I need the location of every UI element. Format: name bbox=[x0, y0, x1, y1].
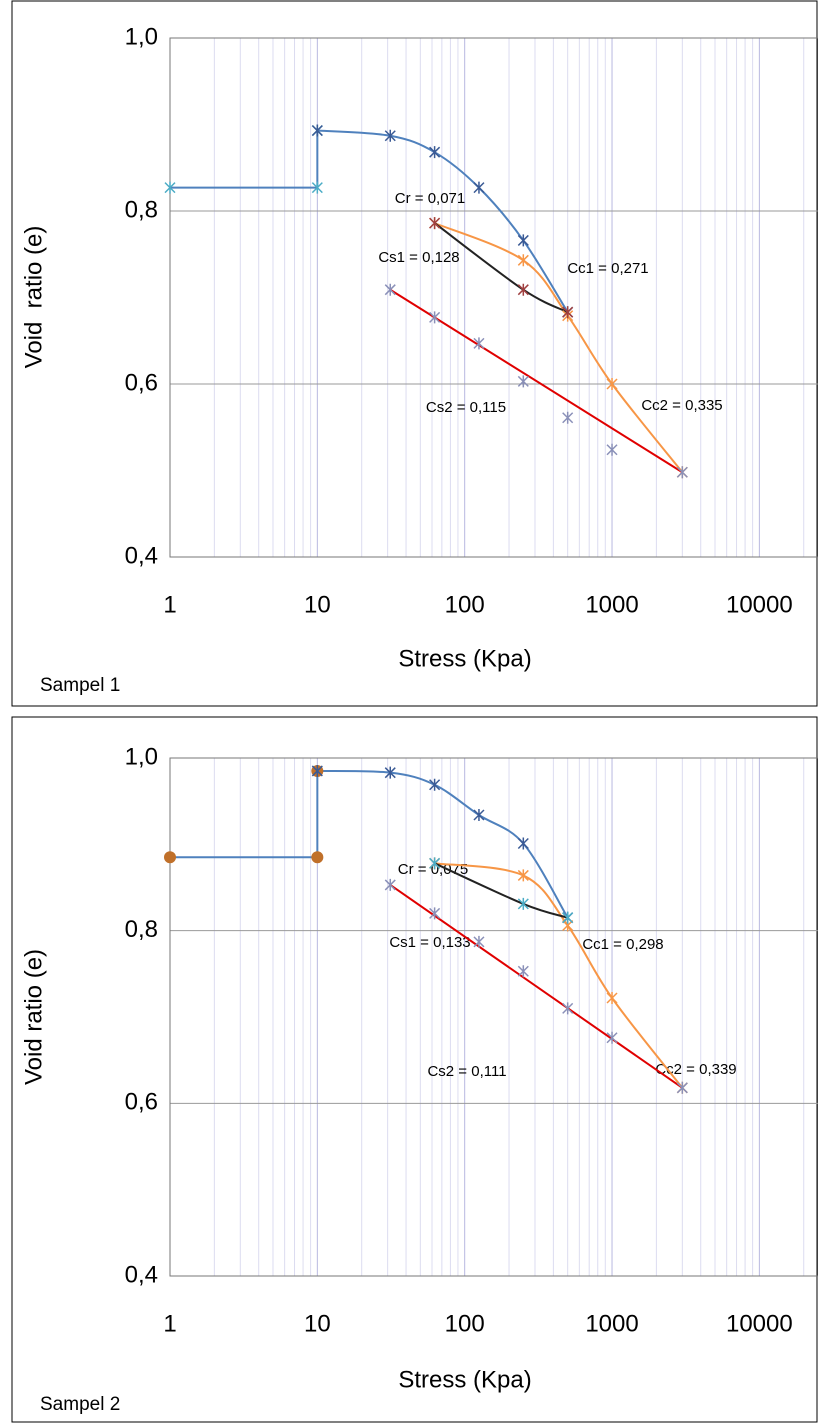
marker bbox=[562, 911, 574, 924]
annotation: Cr = 0,071 bbox=[395, 190, 465, 207]
marker bbox=[517, 234, 529, 247]
x-tick-label: 1 bbox=[163, 1310, 176, 1337]
y-tick-label: 0,6 bbox=[125, 369, 158, 396]
caption: Sampel 2 bbox=[40, 1394, 120, 1415]
marker bbox=[606, 992, 618, 1005]
marker bbox=[429, 857, 441, 870]
frame bbox=[11, 716, 818, 1423]
x-axis-title: Stress (Kpa) bbox=[398, 1366, 531, 1393]
marker bbox=[606, 1031, 618, 1044]
x-tick-label: 100 bbox=[445, 1310, 485, 1337]
marker bbox=[562, 1002, 574, 1015]
marker bbox=[311, 851, 324, 864]
annotation: Cc2 = 0,335 bbox=[641, 397, 722, 414]
marker bbox=[517, 965, 529, 978]
marker bbox=[429, 907, 441, 920]
marker bbox=[517, 254, 529, 267]
marker bbox=[429, 778, 441, 791]
plot-border bbox=[169, 37, 818, 558]
x-tick-label: 10000 bbox=[726, 1310, 793, 1337]
marker bbox=[517, 869, 529, 882]
marker bbox=[517, 375, 529, 388]
annotation: Cr = 0,075 bbox=[398, 861, 468, 878]
annotation: Cs1 = 0,133 bbox=[389, 934, 470, 951]
x-tick-label: 10000 bbox=[726, 591, 793, 618]
annotation: Cc1 = 0,271 bbox=[567, 260, 648, 277]
marker bbox=[429, 311, 441, 324]
marker bbox=[473, 337, 485, 350]
marker bbox=[517, 283, 529, 296]
marker bbox=[562, 411, 574, 424]
series-line bbox=[170, 130, 319, 189]
marker bbox=[429, 146, 441, 159]
annotation: Cc1 = 0,298 bbox=[582, 936, 663, 953]
annotation: Cs2 = 0,111 bbox=[427, 1063, 506, 1080]
marker bbox=[384, 129, 396, 142]
series-line bbox=[317, 129, 569, 313]
marker bbox=[384, 766, 396, 779]
marker bbox=[606, 378, 618, 390]
caption: Sampel 1 bbox=[40, 675, 120, 696]
marker bbox=[676, 1081, 688, 1094]
x-tick-label: 1 bbox=[163, 591, 176, 618]
y-tick-label: 0,8 bbox=[125, 196, 158, 223]
annotation: Cs2 = 0,115 bbox=[426, 399, 506, 416]
y-tick-label: 0,4 bbox=[125, 542, 158, 569]
y-tick-label: 0,4 bbox=[125, 1261, 158, 1288]
series-line bbox=[434, 222, 569, 314]
x-tick-label: 1000 bbox=[585, 1310, 638, 1337]
marker bbox=[517, 897, 529, 910]
annotation: Cc2 = 0,339 bbox=[655, 1061, 736, 1078]
marker bbox=[517, 837, 529, 850]
marker bbox=[562, 306, 574, 319]
marker bbox=[473, 181, 485, 194]
annotation: Cs1 = 0,128 bbox=[378, 249, 459, 266]
y-axis-title: Void ratio (e) bbox=[20, 949, 47, 1085]
series-line bbox=[434, 862, 684, 1089]
marker bbox=[384, 878, 396, 891]
marker bbox=[606, 443, 618, 456]
series-line bbox=[317, 769, 569, 919]
x-axis-title: Stress (Kpa) bbox=[398, 645, 531, 672]
marker bbox=[429, 217, 441, 230]
y-axis-title: Void ratio (e) bbox=[20, 226, 47, 369]
series-line bbox=[389, 288, 683, 474]
x-tick-label: 100 bbox=[445, 591, 485, 618]
y-tick-label: 0,6 bbox=[125, 1089, 158, 1116]
frame bbox=[11, 0, 818, 707]
marker bbox=[473, 808, 485, 821]
marker bbox=[311, 764, 323, 777]
y-tick-label: 0,8 bbox=[125, 916, 158, 943]
marker bbox=[311, 181, 323, 194]
chart: 1 10 100 1000 10000 0,4 0,6 0,8 1,0 Stress (Kpa) V… bbox=[20, 23, 818, 696]
plot-border bbox=[169, 757, 818, 1277]
chart: 1 10 100 1000 10000 0,4 0,6 0,8 1,0 Stress (Kpa) V… bbox=[20, 743, 818, 1415]
series-line bbox=[170, 770, 319, 859]
marker bbox=[311, 124, 323, 137]
marker bbox=[384, 283, 396, 296]
marker bbox=[676, 466, 688, 479]
marker bbox=[164, 851, 176, 864]
x-tick-label: 10 bbox=[304, 591, 331, 618]
y-tick-label: 1,0 bbox=[125, 23, 158, 50]
x-tick-label: 1000 bbox=[585, 591, 638, 618]
y-tick-label: 1,0 bbox=[125, 743, 158, 770]
marker bbox=[473, 935, 485, 948]
marker bbox=[164, 181, 176, 194]
x-tick-label: 10 bbox=[304, 1310, 331, 1337]
